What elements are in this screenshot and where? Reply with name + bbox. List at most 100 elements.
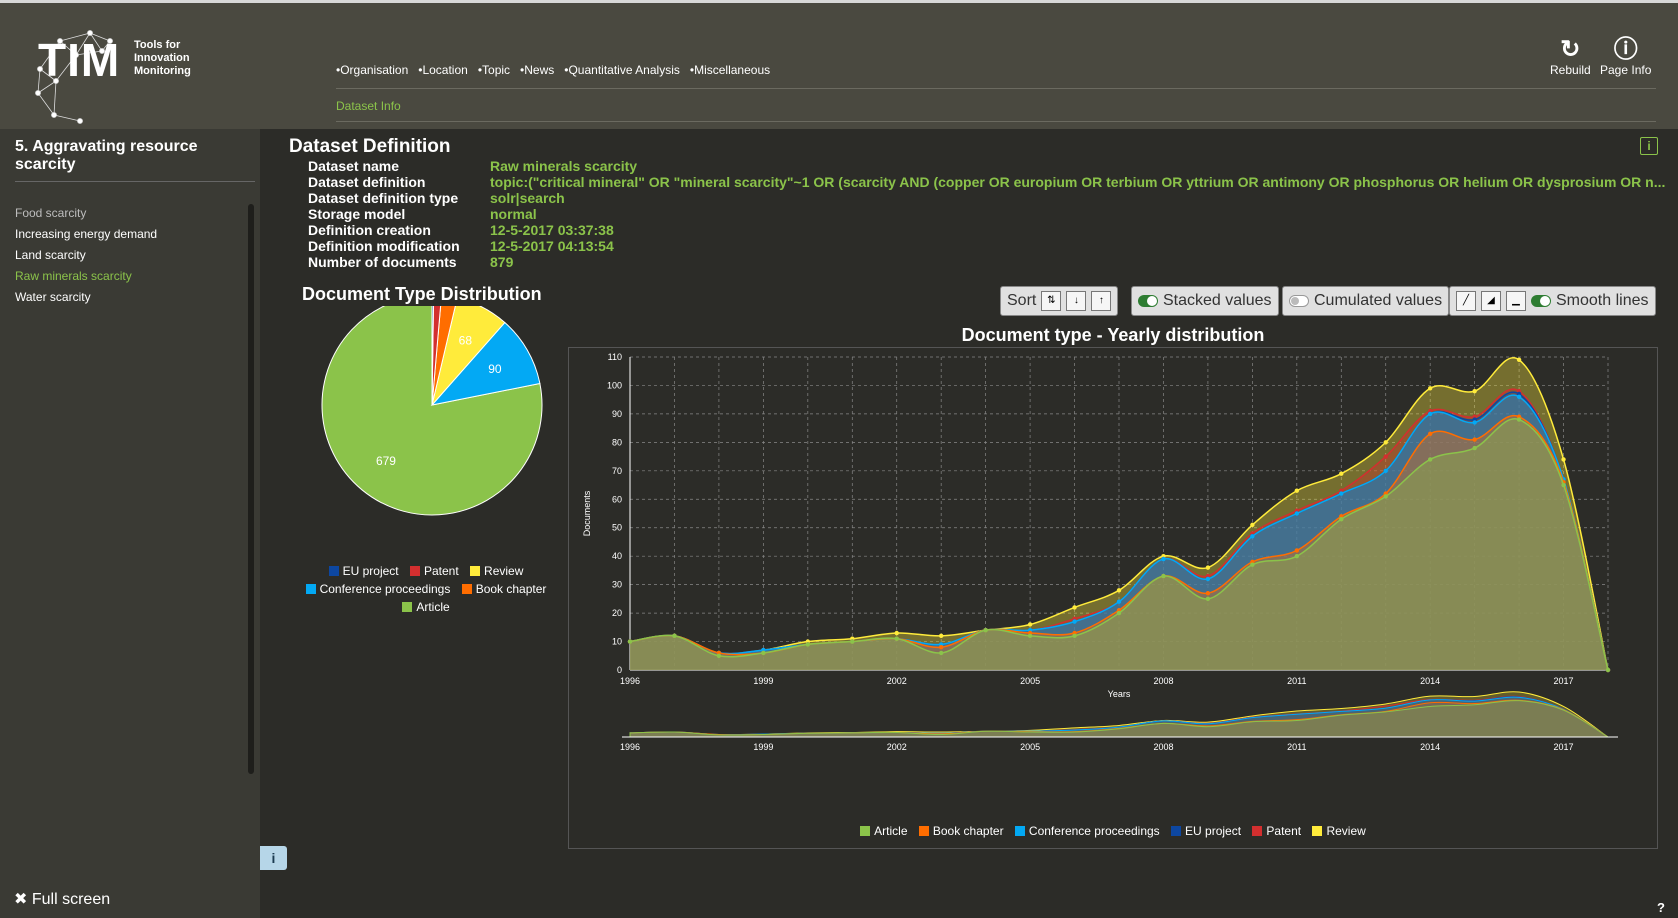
legend-item[interactable]: Review	[470, 564, 523, 578]
definition-key: Dataset definition type	[308, 190, 459, 206]
sidebar-scrollbar[interactable]	[248, 204, 254, 774]
area-band	[630, 357, 1608, 670]
legend-swatch	[470, 566, 481, 576]
data-point	[1072, 619, 1077, 624]
info-icon[interactable]: i	[1640, 137, 1658, 155]
legend-swatch	[328, 566, 339, 576]
y-tick-label: 30	[612, 580, 622, 590]
pie-data-label: 90	[488, 362, 502, 376]
area-chart-icon[interactable]: ◢	[1481, 291, 1501, 311]
data-point	[1205, 596, 1211, 602]
data-point	[1472, 445, 1477, 451]
logo-sub-line: Tools for	[134, 39, 181, 51]
sidebar-item-water-scarcity[interactable]: Water scarcity	[15, 290, 91, 304]
data-point	[1383, 440, 1388, 445]
legend-item[interactable]: EU project	[1171, 824, 1241, 838]
smooth-lines-label: Smooth lines	[1556, 292, 1649, 309]
navigator-tick-label: 1999	[753, 742, 773, 752]
rebuild-label: Rebuild	[1550, 63, 1591, 77]
legend-swatch	[461, 584, 472, 594]
definition-value: solr|search	[490, 190, 565, 206]
nav-divider	[336, 88, 1656, 89]
data-point	[1161, 556, 1166, 562]
stacked-toggle[interactable]: Stacked values	[1131, 286, 1279, 316]
x-tick-label: 2017	[1554, 676, 1574, 686]
data-point	[1294, 553, 1300, 559]
legend-item[interactable]: Book chapter	[918, 824, 1004, 838]
area-band	[630, 395, 1608, 670]
line-chart-icon[interactable]: ╱	[1456, 291, 1476, 311]
definition-value: Raw minerals scarcity	[490, 158, 638, 174]
toggle-on-icon[interactable]	[1531, 295, 1551, 307]
legend-item[interactable]: Conference proceedings	[1014, 824, 1160, 838]
sidebar-title: 5. Aggravating resource scarcity	[15, 138, 198, 173]
dataset-info-link[interactable]: Dataset Info	[336, 99, 401, 113]
x-tick-label: 1996	[620, 676, 640, 686]
pie-slice	[430, 321, 541, 406]
main-nav: Organisation Location Topic News Quantit…	[336, 63, 770, 77]
area-band	[630, 389, 1608, 670]
sort-numeric-desc-icon[interactable]: ↑	[1091, 291, 1112, 311]
legend-item[interactable]: Conference proceedings	[305, 582, 450, 596]
logo-sub-line: Innovation	[134, 52, 190, 64]
data-point	[1383, 454, 1388, 459]
legend-item[interactable]: Patent	[1252, 824, 1301, 838]
nav-topic[interactable]: Topic	[478, 63, 510, 77]
network-logo-icon	[35, 30, 113, 124]
legend-item[interactable]: Patent	[409, 564, 459, 578]
data-point	[1205, 576, 1211, 582]
x-tick-label: 2008	[1153, 676, 1173, 686]
legend-item[interactable]: Book chapter	[461, 582, 546, 596]
stacked-label: Stacked values	[1163, 292, 1272, 309]
data-point	[938, 650, 944, 656]
data-point	[894, 636, 899, 641]
bar-chart-icon[interactable]: ▁	[1506, 291, 1526, 311]
y-tick-label: 40	[612, 551, 622, 561]
area-band	[630, 392, 1608, 670]
data-point	[672, 633, 677, 639]
area-band	[630, 418, 1608, 670]
data-point	[1161, 573, 1166, 579]
data-point	[627, 639, 633, 644]
nav-news[interactable]: News	[520, 63, 554, 77]
definition-key: Definition modification	[308, 238, 460, 254]
sort-toolbar: Sort ⇅ ↓ ↑	[1000, 286, 1119, 316]
definition-row: Definition modification 12-5-2017 04:13:5…	[308, 238, 1665, 254]
logo-text: TIM	[38, 34, 121, 86]
nav-organisation[interactable]: Organisation	[336, 63, 408, 77]
sort-alpha-icon[interactable]: ⇅	[1041, 291, 1062, 311]
fullscreen-label: Full screen	[31, 891, 111, 908]
rebuild-button[interactable]: ↻ Rebuild	[1550, 37, 1591, 78]
sidebar-info-tab[interactable]: i	[260, 846, 287, 870]
sidebar-item-land-scarcity[interactable]: Land scarcity	[15, 248, 86, 262]
sidebar-item-raw-minerals-scarcity[interactable]: Raw minerals scarcity	[15, 269, 132, 283]
data-point	[938, 633, 944, 639]
fullscreen-button[interactable]: ✖ Full screen	[14, 889, 110, 909]
nav-location[interactable]: Location	[418, 63, 467, 77]
expand-icon: ✖	[14, 891, 28, 908]
sidebar-item-food-scarcity[interactable]: Food scarcity	[15, 206, 87, 220]
legend-item[interactable]: EU project	[328, 564, 399, 578]
pie-slice	[431, 306, 442, 406]
data-point	[1116, 588, 1122, 593]
legend-item[interactable]: Article	[402, 600, 450, 614]
nav-quantitative-analysis[interactable]: Quantitative Analysis	[564, 63, 679, 77]
y-tick-label: 80	[612, 437, 622, 447]
data-point	[1250, 534, 1255, 539]
cumulated-toggle[interactable]: Cumulated values	[1282, 286, 1450, 316]
legend-item[interactable]: Review	[1312, 824, 1366, 838]
definition-key: Dataset definition	[308, 174, 426, 190]
sort-numeric-asc-icon[interactable]: ↓	[1066, 291, 1087, 311]
pie-data-label: 679	[376, 454, 396, 468]
legend-label: Review	[484, 564, 524, 578]
sidebar-item-increasing-energy-demand[interactable]: Increasing energy demand	[15, 227, 158, 241]
sidebar-divider	[15, 181, 255, 182]
data-point	[1516, 394, 1522, 400]
legend-swatch	[1171, 826, 1182, 836]
nav-miscellaneous[interactable]: Miscellaneous	[690, 63, 770, 77]
page-info-button[interactable]: ⓘ Page Info	[1600, 37, 1651, 78]
legend-item[interactable]: Article	[860, 824, 908, 838]
data-point	[1427, 431, 1433, 437]
help-icon[interactable]: ?	[1657, 900, 1665, 915]
data-point	[1027, 633, 1033, 639]
